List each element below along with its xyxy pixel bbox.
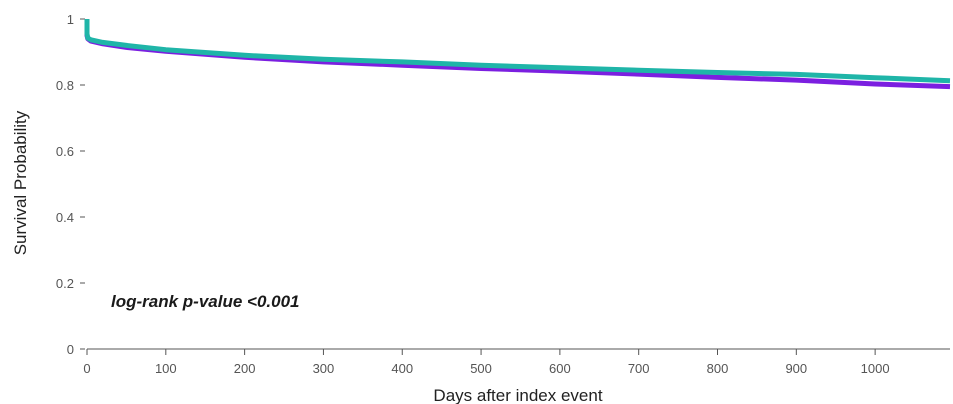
x-tick-label: 900 bbox=[785, 361, 807, 376]
x-tick-label: 200 bbox=[234, 361, 256, 376]
x-tick-label: 700 bbox=[628, 361, 650, 376]
x-axis-ticks: 0 100 200 300 400 500 600 700 800 900 1000 bbox=[83, 349, 890, 376]
y-tick-label: 0 bbox=[67, 342, 74, 357]
y-axis-ticks: 0 0.2 0.4 0.6 0.8 1 bbox=[56, 12, 85, 357]
x-tick-label: 1000 bbox=[861, 361, 890, 376]
x-tick-label: 600 bbox=[549, 361, 571, 376]
y-tick-label: 0.2 bbox=[56, 276, 74, 291]
y-axis-title: Survival Probability bbox=[11, 110, 30, 255]
x-axis-title: Days after index event bbox=[433, 386, 602, 404]
x-tick-label: 300 bbox=[313, 361, 335, 376]
x-tick-label: 800 bbox=[707, 361, 729, 376]
y-tick-label: 0.4 bbox=[56, 210, 74, 225]
series-lines bbox=[84, 19, 951, 90]
survival-curve-1 bbox=[84, 19, 951, 84]
x-tick-label: 100 bbox=[155, 361, 177, 376]
y-tick-label: 0.6 bbox=[56, 144, 74, 159]
x-tick-label: 400 bbox=[391, 361, 413, 376]
log-rank-annotation: log-rank p-value <0.001 bbox=[111, 292, 300, 311]
y-tick-label: 0.8 bbox=[56, 78, 74, 93]
x-tick-label: 0 bbox=[83, 361, 90, 376]
x-tick-label: 500 bbox=[470, 361, 492, 376]
y-tick-label: 1 bbox=[67, 12, 74, 27]
